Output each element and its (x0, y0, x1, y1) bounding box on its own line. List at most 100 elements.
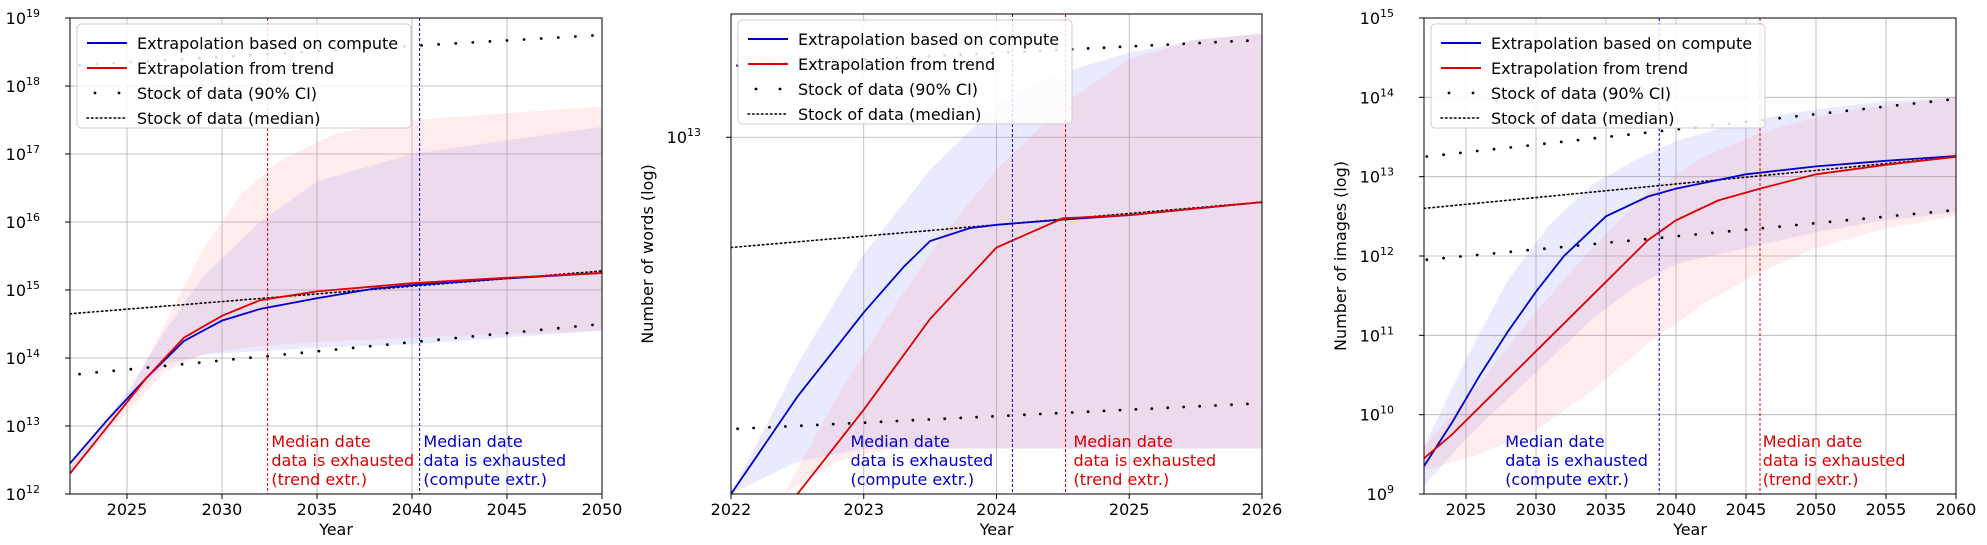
stock-ci-dot (1946, 98, 1949, 102)
stock-ci-dot (1166, 406, 1170, 410)
stock-ci-dot (1492, 147, 1496, 151)
legend-label: Extrapolation based on compute (798, 30, 1059, 49)
stock-ci-dot (1150, 43, 1154, 47)
exhaustion-label: (trend extr.) (271, 470, 367, 489)
stock-median-line (1424, 156, 1956, 210)
stock-ci-dots (1425, 98, 1949, 262)
stock-ci-dot (1727, 229, 1731, 233)
stock-ci-dot (1912, 212, 1916, 216)
stock-ci-dot (471, 41, 475, 44)
exhaustion-label: data is exhausted (423, 451, 566, 470)
exhaustion-label: Median date (423, 432, 522, 451)
stock-ci-dot (1425, 258, 1429, 262)
stock-ci-dot (1795, 223, 1798, 227)
exhaustion-label: Median date (850, 432, 949, 451)
stock-ci-dot (1627, 133, 1630, 137)
exhaustion-label: Median date (1073, 432, 1172, 451)
stock-ci-dot (911, 418, 915, 422)
y-tick-label: 109 (1367, 483, 1394, 504)
legend-box (737, 19, 1073, 125)
x-tick-label: 2025 (1446, 500, 1487, 519)
legend-swatch-ci (93, 91, 97, 95)
stock-ci-dot (1879, 215, 1882, 219)
stock-ci-dot (403, 341, 406, 345)
stock-ci-dot (368, 344, 372, 348)
trend-extrapolation-line (796, 201, 1262, 494)
stock-ci-dot (214, 359, 218, 363)
stock-ci-dot (471, 335, 475, 338)
compute-extrapolation-line (1424, 155, 1956, 467)
stock-ci-dot (1198, 41, 1201, 45)
y-axis-label: Number of images (log) (1331, 161, 1350, 351)
exhaustion-label: (trend extr.) (1763, 470, 1859, 489)
legend-swatch-ci (1471, 91, 1475, 95)
stock-ci-dot (1778, 116, 1781, 120)
plot-frame (69, 17, 603, 495)
stock-ci-dot (505, 331, 509, 335)
legend-swatch-ci (1447, 91, 1451, 95)
stock-ci-dot (1543, 142, 1546, 146)
stock-ci-dot (752, 426, 755, 430)
stock-ci-dot (1214, 40, 1217, 44)
stock-ci-dot (863, 421, 867, 424)
trend-extrapolation-line (1424, 155, 1956, 459)
ci-band (1424, 97, 1956, 487)
x-tick-label: 2035 (297, 500, 338, 519)
stock-ci-dot (1576, 138, 1580, 142)
stock-ci-dot (1912, 102, 1916, 105)
stock-ci-dot (1811, 222, 1815, 225)
x-tick-label: 2025 (107, 500, 148, 519)
legend-label: Stock of data (median) (798, 105, 981, 124)
stock-ci-dot (1543, 247, 1546, 251)
stock-ci-dot (488, 40, 492, 43)
ci-band (731, 33, 1262, 494)
stock-ci-dot (591, 323, 594, 327)
stock-ci-dot (1845, 109, 1849, 113)
x-tick-label: 2024 (976, 500, 1017, 519)
x-tick-label: 2055 (1866, 500, 1907, 519)
stock-ci-dot (815, 423, 819, 427)
stock-ci-dot (1118, 45, 1122, 49)
legend-swatch-ci (778, 87, 782, 91)
stock-ci-dot (420, 44, 423, 47)
legend-label: Extrapolation based on compute (1491, 34, 1752, 53)
stock-ci-dot (1134, 408, 1138, 411)
x-axis-label: Year (979, 520, 1014, 539)
exhaustion-label: (compute extr.) (423, 470, 547, 489)
stock-ci-dot (539, 328, 543, 332)
x-axis-label: Year (318, 520, 353, 539)
stock-ci-dot (943, 417, 947, 421)
y-tick-label: 1016 (6, 211, 40, 232)
stock-ci-dot (1230, 40, 1233, 43)
stock-ci-dot (539, 37, 543, 40)
stock-ci-dot (1929, 211, 1933, 214)
stock-ci-dot (768, 425, 771, 429)
stock-ci-dot (1214, 404, 1217, 407)
stock-ci-dot (78, 372, 81, 376)
ci-band (70, 126, 602, 474)
stock-ci-dot (1134, 44, 1138, 48)
stock-ci-dot (1166, 43, 1170, 46)
stock-ci-dot (847, 422, 851, 425)
stock-ci-dot (959, 416, 963, 420)
y-tick-label: 1019 (6, 7, 40, 28)
y-tick-label: 1010 (1360, 404, 1394, 425)
legend-label: Stock of data (median) (137, 109, 320, 128)
stock-ci-dot (831, 422, 835, 426)
stock-ci-dot (895, 419, 899, 423)
stock-ci-dot (1118, 408, 1122, 412)
y-tick-label: 1014 (1360, 86, 1394, 107)
stock-ci-dot (300, 351, 304, 355)
stock-ci-dot (1643, 131, 1647, 135)
stock-ci-dot (180, 362, 184, 366)
x-tick-label: 2040 (1656, 500, 1697, 519)
stock-ci-dot (1198, 404, 1201, 408)
stock-ci-dot (1509, 250, 1513, 254)
stock-ci-dot (163, 364, 167, 368)
stock-ci-dot (1559, 140, 1563, 144)
ci-band (784, 33, 1262, 494)
stock-ci-dot (1442, 256, 1445, 260)
